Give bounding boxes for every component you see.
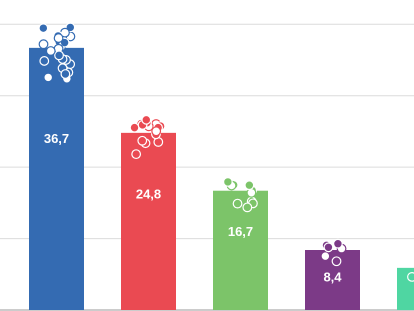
dot [38,39,49,50]
dot [129,122,140,133]
dot [60,69,71,79]
dot [141,114,152,125]
dot [38,23,49,34]
dot [43,72,54,83]
dot [222,177,233,187]
bar [29,47,84,310]
dot [45,46,56,56]
dot [323,242,334,253]
dot [39,56,50,66]
dot [131,149,142,160]
value-label: 36,7 [44,131,69,146]
value-label: 24,8 [136,186,161,201]
dot [242,202,253,213]
value-label: 8,4 [323,269,342,284]
bar [213,190,268,310]
dot [54,50,64,61]
dot [137,135,148,146]
dot [407,272,414,282]
dot [320,251,331,262]
value-label: 16,7 [228,224,253,239]
dot [333,238,343,249]
dot [244,180,255,191]
dot [331,256,342,267]
bar [121,132,176,310]
dot [53,33,64,43]
dot [232,198,243,209]
dot [151,126,162,137]
